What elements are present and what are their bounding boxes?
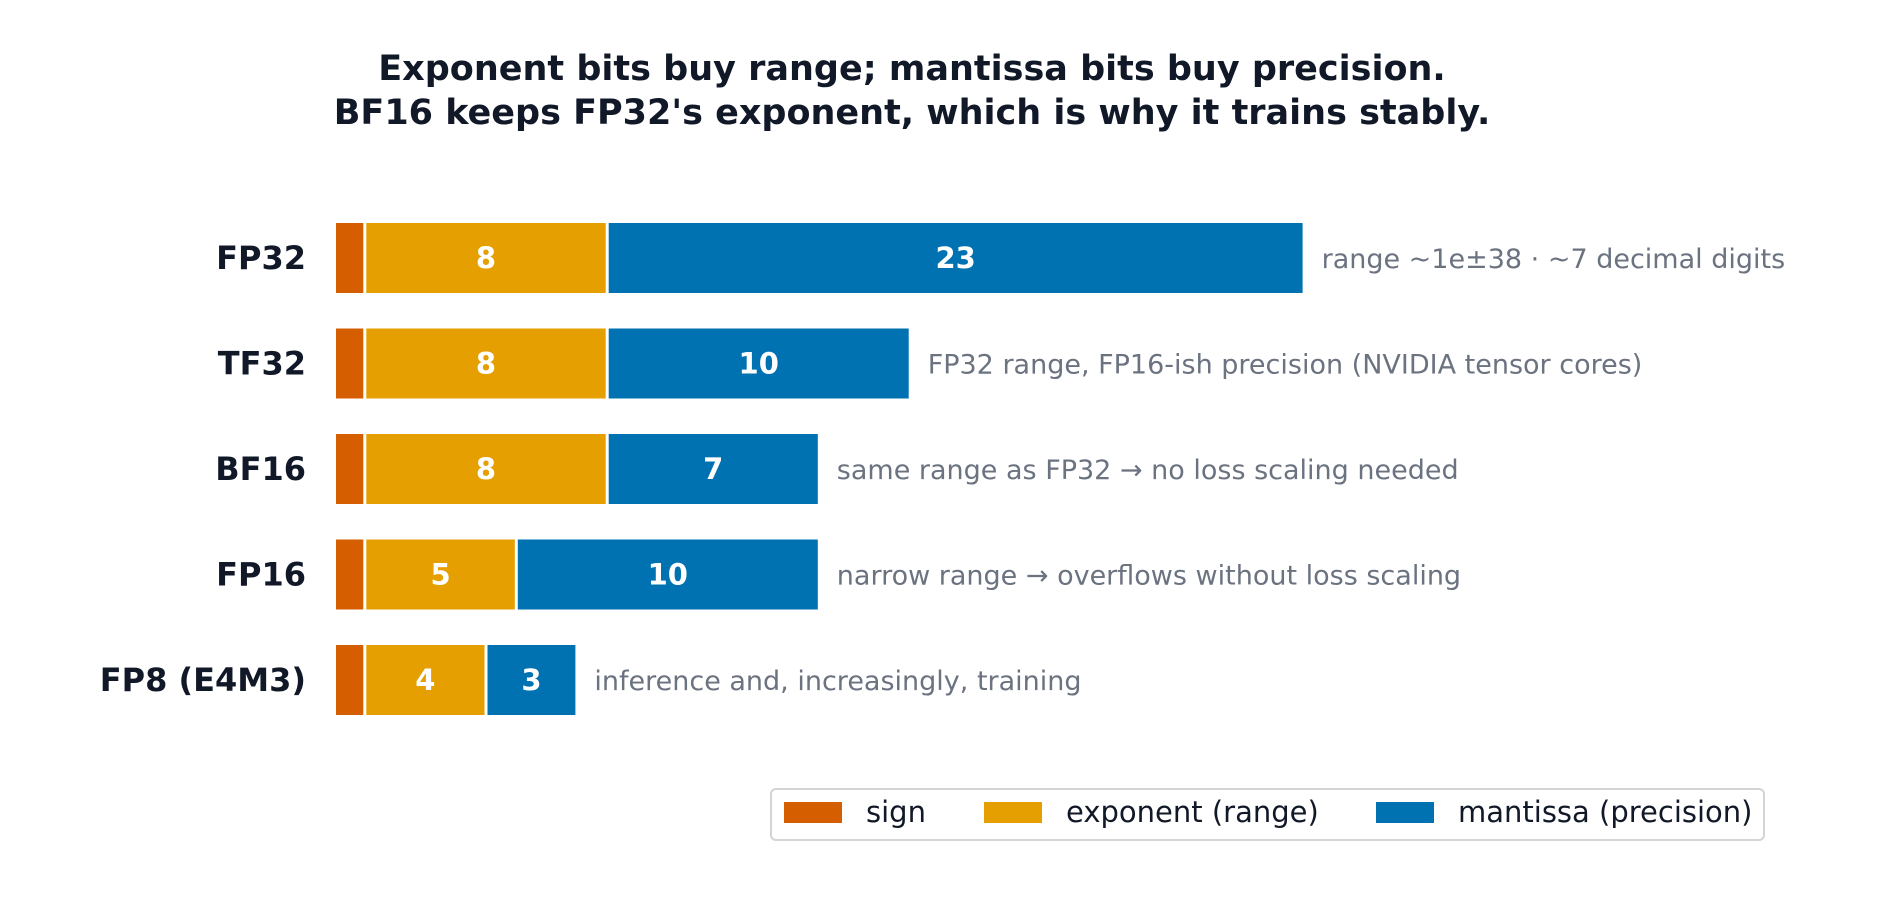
segment-value-label: 7 [703, 452, 723, 486]
bar-segment-exponent-range [366, 434, 606, 504]
category-label: BF16 [215, 450, 306, 488]
segment-value-label: 3 [521, 663, 541, 697]
segment-value-label: 10 [648, 558, 688, 592]
bar-segment-sign [336, 223, 364, 293]
annotation: inference and, increasingly, training [594, 666, 1081, 697]
bar-row-fp32: FP32 8 23 range ~1e±38 · ~7 decimal digits [216, 223, 1785, 293]
bar-row-fp16: FP16 5 10 narrow range → overflows without … [216, 539, 1461, 610]
annotation: narrow range → overflows without loss sc… [837, 561, 1461, 592]
bar-segment-sign [336, 328, 364, 399]
segment-value-label: 8 [476, 241, 496, 275]
legend: sign exponent (range) mantissa (precision) [770, 788, 1765, 841]
bar-segment-exponent-range [366, 645, 485, 715]
bar-row-bf16: BF16 8 7 same range as FP32 → no loss scali… [215, 434, 1459, 504]
bar-segment-mantissa-precision [517, 539, 818, 610]
legend-swatch-mantissa-precision [1376, 802, 1434, 823]
bar-segment-sign [336, 645, 364, 715]
segment-value-label: 8 [476, 347, 496, 381]
legend-swatch-exponent-range [984, 802, 1042, 823]
segment-value-label: 10 [739, 347, 779, 381]
legend-label-sign: sign [866, 795, 926, 829]
annotation: FP32 range, FP16-ish precision (NVIDIA t… [928, 350, 1643, 381]
bar-segment-exponent-range [366, 328, 606, 399]
legend-swatch-sign [784, 802, 842, 823]
segment-value-label: 23 [935, 241, 975, 275]
bar-segment-mantissa-precision [608, 328, 909, 399]
bar-segment-exponent-range [366, 539, 515, 610]
category-label: FP32 [216, 239, 306, 277]
chart-title-line-2: BF16 keeps FP32's exponent, which is why… [334, 93, 1491, 133]
legend-label-mantissa-precision: mantissa (precision) [1458, 795, 1753, 829]
bar-rows: FP32 8 23 range ~1e±38 · ~7 decimal digits T… [100, 223, 1785, 715]
category-label: FP16 [216, 556, 306, 594]
segment-value-label: 4 [415, 663, 435, 697]
bar-segment-mantissa-precision [608, 434, 818, 504]
bar-row-tf32: TF32 8 10 FP32 range, FP16-ish precision (N… [218, 328, 1643, 399]
category-label: TF32 [218, 345, 306, 383]
annotation: range ~1e±38 · ~7 decimal digits [1322, 244, 1786, 275]
bar-segment-mantissa-precision [608, 223, 1303, 293]
category-label: FP8 (E4M3) [100, 661, 306, 699]
chart-title-line-1: Exponent bits buy range; mantissa bits b… [378, 49, 1445, 89]
bar-segment-mantissa-precision [487, 645, 576, 715]
segment-value-label: 8 [476, 452, 496, 486]
legend-frame [770, 788, 1765, 841]
segment-value-label: 5 [430, 558, 450, 592]
legend-label-exponent-range: exponent (range) [1066, 795, 1319, 829]
bar-segment-exponent-range [366, 223, 606, 293]
bar-segment-sign [336, 539, 364, 610]
annotation: same range as FP32 → no loss scaling nee… [837, 455, 1459, 486]
bar-segment-sign [336, 434, 364, 504]
bar-row-fp8-e4m3: FP8 (E4M3) 4 3 inference and, increasingly,… [100, 645, 1082, 715]
